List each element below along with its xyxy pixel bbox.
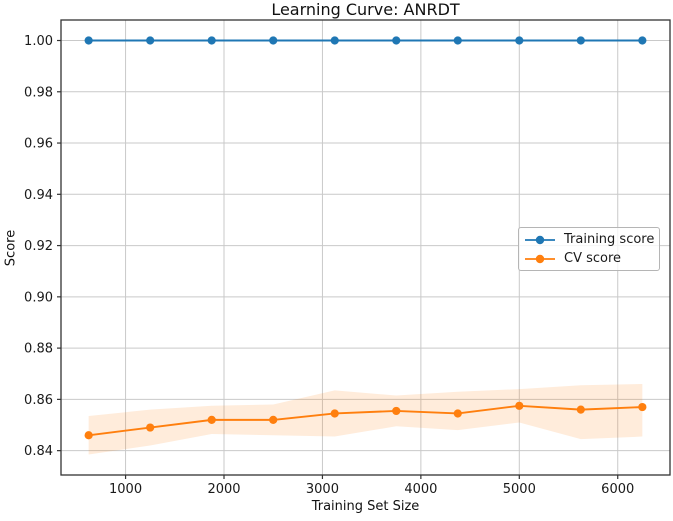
training-score-data-point	[269, 36, 278, 45]
x-tick-label: 1000	[109, 482, 142, 497]
x-tick-label: 2000	[207, 482, 240, 497]
training-score-data-point	[453, 36, 462, 45]
x-tick-label: 5000	[503, 482, 536, 497]
y-tick-label: 0.98	[24, 85, 53, 100]
cv-score-data-point	[576, 405, 585, 414]
training-score-data-point	[330, 36, 339, 45]
cv-score-data-point	[453, 409, 462, 418]
training-score-data-point	[146, 36, 155, 45]
legend-entry-cv-score: CV score	[523, 249, 655, 268]
y-tick-label: 0.94	[24, 188, 53, 203]
x-tick-label: 3000	[306, 482, 339, 497]
y-tick-label: 0.84	[24, 444, 53, 459]
training-score-data-point	[392, 36, 401, 45]
cv-score-data-point	[330, 409, 339, 418]
y-tick-label: 0.90	[24, 290, 53, 305]
cv-score-data-point	[269, 415, 278, 424]
x-axis-label: Training Set Size	[311, 499, 420, 514]
training-score-data-point	[638, 36, 647, 45]
legend-label-training-score: Training score	[564, 232, 655, 247]
training-score-data-point	[207, 36, 216, 45]
cv-score-data-point	[392, 406, 401, 416]
training-score-data-point	[576, 36, 585, 45]
y-tick-label: 0.92	[24, 239, 53, 254]
cv-score-confidence-band	[88, 384, 643, 455]
y-tick-label: 0.96	[24, 137, 53, 152]
legend-label-cv-score: CV score	[564, 251, 622, 266]
legend: Training score CV score	[518, 227, 660, 271]
chart-title: Learning Curve: ANRDT	[271, 0, 460, 19]
cv-score-data-point	[207, 415, 216, 424]
x-tick-label: 6000	[601, 482, 634, 497]
training-score-data-point	[515, 36, 524, 45]
cv-score-data-point	[515, 401, 524, 410]
y-tick-label: 0.86	[24, 393, 53, 408]
legend-entry-training-score: Training score	[523, 230, 655, 249]
cv-score-data-point	[146, 423, 155, 432]
cv-score-line-marker-icon	[525, 254, 555, 263]
cv-score-data-point	[84, 431, 93, 440]
y-tick-label: 1.00	[24, 34, 53, 49]
training-score-data-point	[84, 36, 93, 45]
x-tick-label: 4000	[404, 482, 437, 497]
cv-score-data-point	[638, 402, 647, 412]
training-score-line-marker-icon	[525, 235, 555, 244]
series-line-cv-score	[88, 404, 643, 437]
plot-border	[60, 19, 671, 476]
y-tick-label: 0.88	[24, 342, 53, 357]
